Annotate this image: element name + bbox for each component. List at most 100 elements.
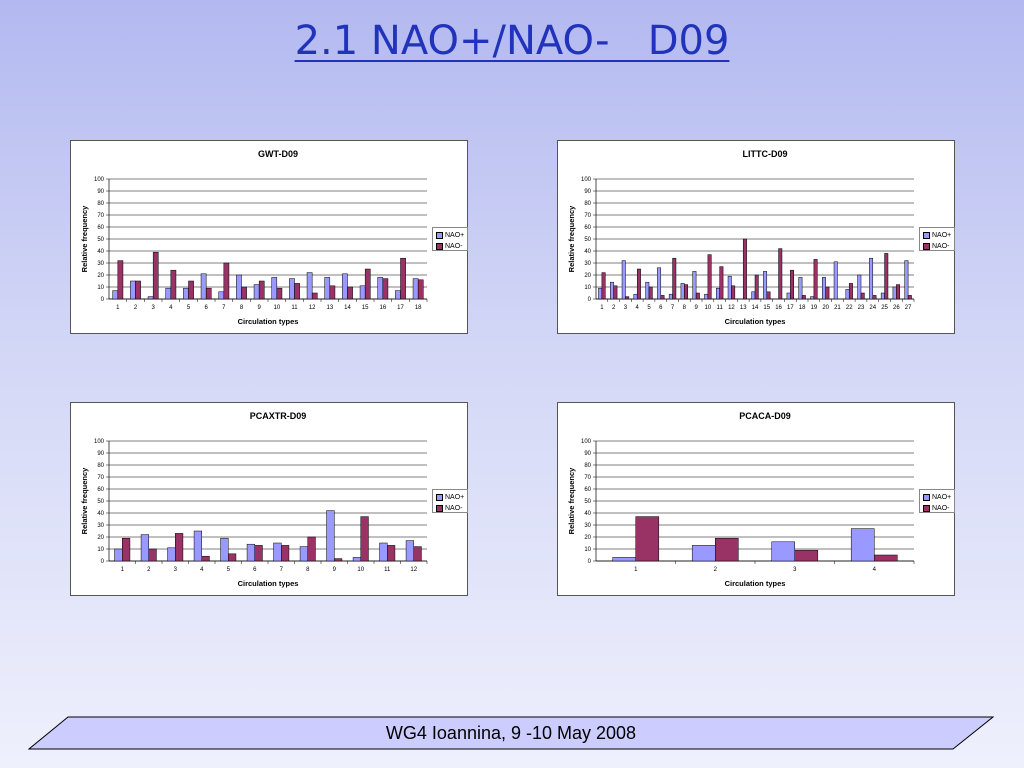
x-tick-label: 3 [624,305,628,311]
bar-nao-plus [771,541,796,562]
bar-nao-plus [342,273,348,300]
bar-nao-minus [766,291,771,300]
x-tick-label: 11 [384,567,391,573]
y-tick-label: 70 [97,475,104,481]
bar-nao-plus [633,293,638,300]
x-tick-label: 25 [881,305,888,311]
y-tick-label: 70 [97,213,104,219]
x-tick-label: 22 [846,305,853,311]
legend-swatch-nao-plus [436,493,443,501]
bar-nao-plus [130,280,136,300]
bar-nao-minus [122,537,131,562]
y-tick-label: 30 [97,261,104,267]
bar-nao-plus [112,290,119,300]
y-tick-label: 0 [101,297,105,303]
x-tick-label: 1 [634,567,638,573]
bar-nao-plus [299,546,309,562]
bar-nao-minus [778,248,783,300]
bar-nao-plus [691,545,716,562]
bar-nao-minus [175,533,184,562]
legend-swatch-nao-minus [436,242,443,250]
x-tick-label: 4 [169,305,173,311]
bar-nao-minus [884,253,889,300]
bar-nao-plus [692,271,697,300]
y-tick-label: 90 [97,189,104,195]
bar-nao-plus [751,291,756,300]
x-tick-label: 2 [714,567,718,573]
bar-nao-minus [148,548,157,562]
legend-item-nao-plus: NAO+ [436,492,467,503]
x-axis-label: Circulation types [725,317,786,326]
bar-nao-plus [857,274,862,300]
bar-nao-minus [731,285,736,300]
bar-nao-plus [845,289,850,300]
x-tick-label: 4 [873,567,877,573]
y-tick-label: 90 [584,189,591,195]
bar-nao-plus [352,557,362,562]
y-tick-label: 50 [97,237,104,243]
y-tick-label: 100 [581,439,592,445]
bar-nao-minus [742,238,747,300]
legend-item-nao-minus: NAO- [436,241,467,252]
x-tick-label: 11 [717,305,724,311]
bar-nao-minus [907,295,912,300]
x-tick-label: 4 [636,305,640,311]
bar-nao-minus [329,285,336,300]
y-tick-label: 20 [584,273,591,279]
x-tick-label: 16 [775,305,782,311]
bar-nao-minus [625,296,630,300]
bar-nao-minus [360,516,369,562]
legend-item-nao-plus: NAO+ [923,230,954,241]
bar-nao-plus [668,293,673,300]
x-tick-label: 9 [257,305,261,311]
bar-nao-minus [170,269,177,300]
bar-nao-minus [135,280,141,300]
bar-nao-plus [610,281,614,300]
x-tick-label: 26 [893,305,900,311]
bar-nao-minus [813,259,818,300]
bar-nao-minus [825,286,830,300]
bar-nao-plus [220,537,229,562]
y-tick-label: 40 [584,511,591,517]
x-tick-label: 21 [834,305,841,311]
bar-nao-minus [241,286,247,300]
footer-banner [28,716,994,750]
x-tick-label: 12 [410,567,417,573]
x-tick-label: 10 [273,305,280,311]
bar-nao-minus [848,283,853,300]
x-tick-label: 10 [705,305,712,311]
legend-swatch-nao-minus [923,242,930,250]
bar-nao-minus [228,553,237,562]
y-tick-label: 60 [97,487,104,493]
bar-nao-minus [794,549,819,562]
y-tick-label: 70 [584,213,591,219]
legend-item-nao-minus: NAO- [923,241,954,252]
y-tick-label: 20 [97,535,104,541]
bar-nao-plus [657,267,662,300]
bar-nao-plus [598,287,603,300]
bar-nao-minus [715,537,739,562]
footer-text: WG4 Ioannina, 9 -10 May 2008 [385,723,637,743]
y-tick-label: 80 [97,463,104,469]
x-tick-label: 7 [222,305,226,311]
x-tick-label: 2 [147,567,151,573]
bar-nao-plus [810,296,815,300]
bar-nao-plus [147,296,154,300]
chart-gwt: GWT-D09 0 10 20 30 40 50 60 70 80 90 100 1 2 3 4 5 6 7 8 9 10… [70,140,468,334]
y-axis-label: Relative frequency [80,467,89,535]
bar-nao-plus [379,542,388,562]
bar-nao-plus [271,277,278,300]
legend-swatch-nao-minus [923,504,930,512]
legend-item-nao-plus: NAO+ [436,230,467,241]
x-tick-label: 6 [659,305,663,311]
x-tick-label: 18 [799,305,806,311]
bar-nao-minus [635,516,660,562]
bar-nao-plus [183,287,189,300]
bar-nao-plus [405,540,415,562]
x-tick-label: 1 [600,305,604,311]
chart-title: GWT-D09 [258,149,298,159]
bar-nao-plus [680,283,685,300]
bar-nao-plus [727,275,732,300]
x-tick-label: 9 [694,305,698,311]
